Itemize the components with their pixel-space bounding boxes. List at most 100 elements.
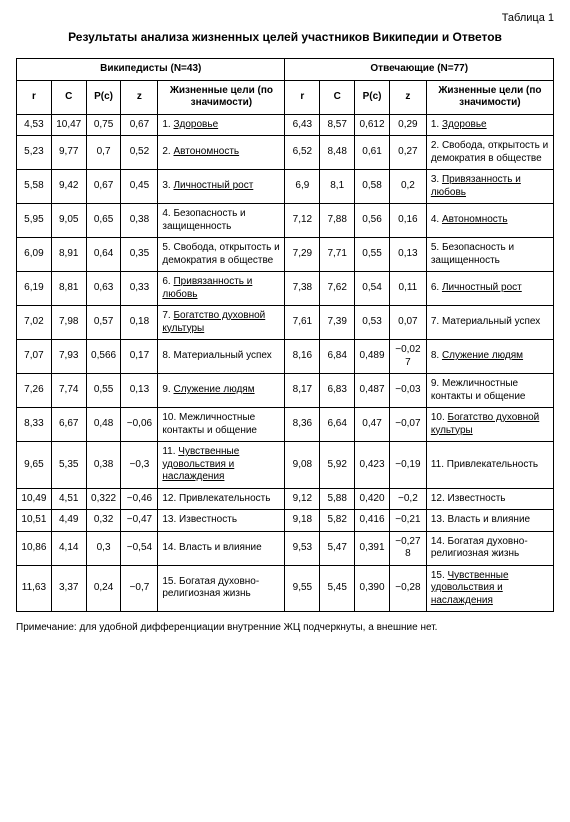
cell-Pc: 0,38 <box>86 442 121 489</box>
footnote: Примечание: для удобной дифференциации в… <box>16 622 554 633</box>
col-z: z <box>121 80 158 114</box>
cell-z: −0,278 <box>389 531 426 565</box>
cell-C: 3,37 <box>51 565 86 612</box>
cell-z: −0,027 <box>389 340 426 374</box>
goal-text: Известность <box>179 514 237 525</box>
cell-goal: 1. Здоровье <box>158 114 285 136</box>
cell-z: 0,33 <box>121 272 158 306</box>
cell-goal: 6. Личностный рост <box>426 272 553 306</box>
cell-goal: 12. Известность <box>426 488 553 510</box>
goal-number: 5. <box>162 242 173 253</box>
cell-Pc: 0,416 <box>355 510 390 532</box>
cell-r: 7,26 <box>17 374 52 408</box>
cell-z: 0,52 <box>121 136 158 170</box>
goal-text: Межличностные контакты и общение <box>431 378 526 402</box>
cell-r: 8,33 <box>17 408 52 442</box>
cell-Pc: 0,75 <box>86 114 121 136</box>
cell-C: 7,93 <box>51 340 86 374</box>
table-number: Таблица 1 <box>16 12 554 24</box>
cell-goal: 14. Власть и влияние <box>158 531 285 565</box>
cell-goal: 12. Привлекательность <box>158 488 285 510</box>
cell-r: 8,16 <box>285 340 320 374</box>
cell-C: 7,39 <box>320 306 355 340</box>
cell-C: 4,49 <box>51 510 86 532</box>
goal-number: 6. <box>162 276 173 287</box>
cell-C: 9,42 <box>51 170 86 204</box>
goal-number: 12. <box>162 493 179 504</box>
cell-z: −0,3 <box>121 442 158 489</box>
goal-number: 11. <box>162 446 178 457</box>
cell-z: −0,06 <box>121 408 158 442</box>
cell-z: −0,19 <box>389 442 426 489</box>
goal-number: 4. <box>431 214 442 225</box>
cell-C: 5,88 <box>320 488 355 510</box>
table-body: 4,5310,470,750,671. Здоровье6,438,570,61… <box>17 114 554 612</box>
cell-goal: 3. Личностный рост <box>158 170 285 204</box>
cell-C: 4,51 <box>51 488 86 510</box>
cell-z: −0,46 <box>121 488 158 510</box>
cell-C: 5,82 <box>320 510 355 532</box>
results-table: Википедисты (N=43) Отвечающие (N=77) r С… <box>16 58 554 612</box>
cell-r: 10,51 <box>17 510 52 532</box>
cell-Pc: 0,47 <box>355 408 390 442</box>
cell-z: 0,29 <box>389 114 426 136</box>
cell-C: 10,47 <box>51 114 86 136</box>
cell-goal: 5. Безопасность и защищенность <box>426 238 553 272</box>
cell-goal: 11. Чувственные удовольствия и наслажден… <box>158 442 285 489</box>
cell-z: −0,54 <box>121 531 158 565</box>
goal-text: Власть и влияние <box>179 542 262 553</box>
goal-text: Свобода, открытость и демократия в общес… <box>431 140 548 164</box>
cell-r: 7,02 <box>17 306 52 340</box>
cell-C: 8,81 <box>51 272 86 306</box>
cell-C: 9,77 <box>51 136 86 170</box>
cell-r: 5,95 <box>17 204 52 238</box>
cell-goal: 2. Свобода, открытость и демократия в об… <box>426 136 553 170</box>
cell-r: 11,63 <box>17 565 52 612</box>
goal-text: Служение людям <box>173 384 254 395</box>
goal-text: Автономность <box>173 146 239 157</box>
cell-C: 5,35 <box>51 442 86 489</box>
col-Pc: P(c) <box>86 80 121 114</box>
cell-r: 8,36 <box>285 408 320 442</box>
cell-goal: 4. Безопасность и защищенность <box>158 204 285 238</box>
col-C: С <box>320 80 355 114</box>
group-header-answ: Отвечающие (N=77) <box>285 59 554 81</box>
cell-Pc: 0,54 <box>355 272 390 306</box>
cell-C: 5,92 <box>320 442 355 489</box>
cell-r: 6,43 <box>285 114 320 136</box>
table-row: 10,514,490,32−0,4713. Известность9,185,8… <box>17 510 554 532</box>
cell-C: 5,47 <box>320 531 355 565</box>
table-row: 11,633,370,24−0,715. Богатая духовно-рел… <box>17 565 554 612</box>
cell-r: 7,61 <box>285 306 320 340</box>
goal-number: 1. <box>431 119 442 130</box>
goal-text: Личностный рост <box>442 282 522 293</box>
goal-text: Власть и влияние <box>448 514 531 525</box>
goal-number: 6. <box>431 282 442 293</box>
cell-goal: 3. Привязанность и любовь <box>426 170 553 204</box>
cell-goal: 7. Материальный успех <box>426 306 553 340</box>
cell-C: 7,98 <box>51 306 86 340</box>
goal-number: 7. <box>162 310 173 321</box>
goal-text: Служение людям <box>442 350 523 361</box>
cell-goal: 10. Межличностные контакты и общение <box>158 408 285 442</box>
goal-number: 12. <box>431 493 448 504</box>
goal-text: Безопасность и защищенность <box>431 242 514 266</box>
cell-goal: 15. Чувственные удовольствия и наслажден… <box>426 565 553 612</box>
cell-z: 0,17 <box>121 340 158 374</box>
goal-text: Здоровье <box>442 119 487 130</box>
goal-text: Материальный успех <box>442 316 540 327</box>
cell-r: 10,49 <box>17 488 52 510</box>
cell-z: 0,18 <box>121 306 158 340</box>
cell-r: 9,08 <box>285 442 320 489</box>
cell-goal: 2. Автономность <box>158 136 285 170</box>
goal-number: 9. <box>431 378 442 389</box>
goal-text: Привязанность и любовь <box>162 276 252 300</box>
goal-number: 5. <box>431 242 442 253</box>
col-z: z <box>389 80 426 114</box>
cell-C: 7,62 <box>320 272 355 306</box>
goal-text: Привлекательность <box>447 459 538 470</box>
cell-z: 0,07 <box>389 306 426 340</box>
cell-Pc: 0,3 <box>86 531 121 565</box>
cell-Pc: 0,48 <box>86 408 121 442</box>
cell-Pc: 0,61 <box>355 136 390 170</box>
